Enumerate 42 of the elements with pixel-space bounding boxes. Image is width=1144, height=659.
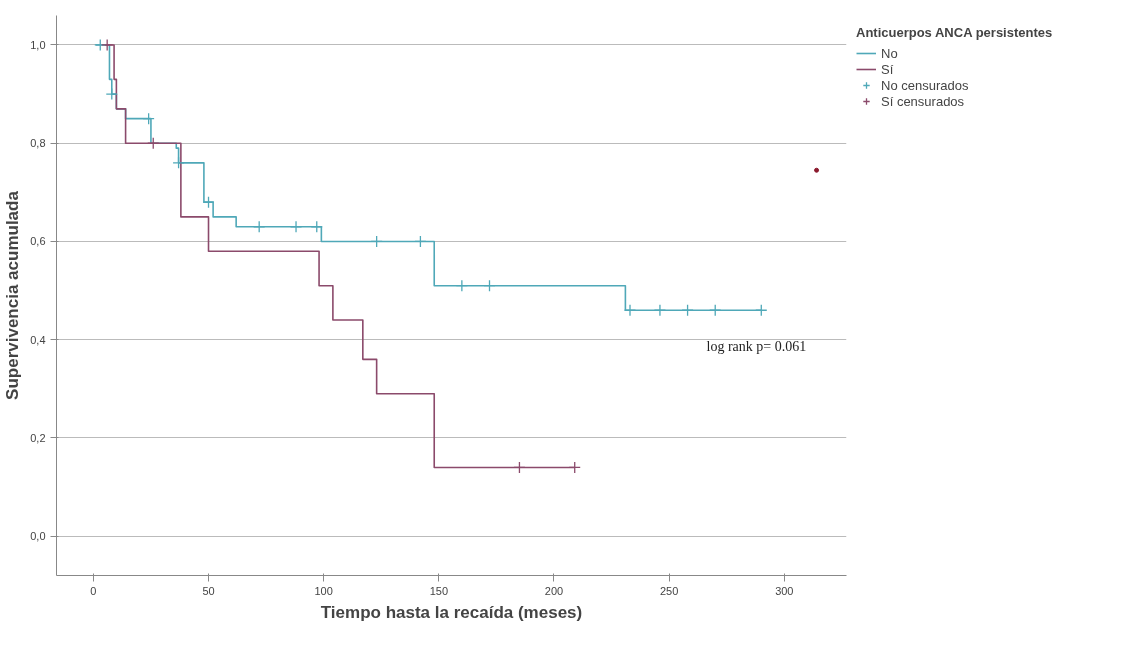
y-tick-label: 0,6 bbox=[30, 235, 46, 248]
point bbox=[414, 235, 427, 248]
x-axis-title: Tiempo hasta la recaída (meses) bbox=[320, 602, 583, 622]
x-tick-label: 300 bbox=[775, 584, 794, 597]
point bbox=[310, 220, 323, 233]
point bbox=[101, 38, 114, 52]
point bbox=[755, 304, 768, 317]
x-tick-label: 100 bbox=[314, 584, 333, 597]
point bbox=[653, 304, 667, 317]
legend-label: No censurados bbox=[881, 77, 969, 93]
point bbox=[568, 461, 581, 474]
y-axis-title: Supervivencia acumulada bbox=[3, 190, 23, 400]
point bbox=[105, 87, 118, 101]
y-tick-label: 0,0 bbox=[30, 530, 46, 543]
point bbox=[202, 196, 215, 209]
point bbox=[513, 461, 526, 474]
y-tick-label: 1,0 bbox=[30, 38, 46, 51]
point bbox=[142, 112, 155, 125]
y-tick-label: 0,4 bbox=[30, 333, 46, 346]
x-tick-label: 50 bbox=[202, 584, 215, 597]
annotation: log rank p= 0.061 bbox=[706, 339, 807, 355]
x-tick-label: 0 bbox=[90, 584, 97, 597]
y-tick-label: 0,8 bbox=[30, 137, 46, 150]
x-tick-label: 150 bbox=[429, 584, 449, 597]
y-tick-label: 0,2 bbox=[30, 431, 46, 444]
point bbox=[172, 156, 185, 170]
point bbox=[147, 137, 160, 150]
point bbox=[709, 304, 722, 317]
x-tick-label: 200 bbox=[544, 584, 564, 597]
point bbox=[623, 304, 637, 317]
legend-title: Anticuerpos ANCA persistentes bbox=[856, 25, 1053, 40]
legend-label: Sí bbox=[881, 61, 895, 77]
x-tick-label: 250 bbox=[659, 584, 679, 597]
legend-label: No bbox=[881, 45, 899, 61]
point bbox=[253, 220, 266, 233]
point bbox=[483, 279, 496, 292]
point bbox=[289, 220, 303, 233]
point bbox=[814, 167, 820, 173]
point bbox=[370, 235, 383, 248]
point bbox=[681, 304, 694, 317]
legend-label: Sí censurados bbox=[881, 93, 965, 109]
point bbox=[455, 279, 469, 292]
